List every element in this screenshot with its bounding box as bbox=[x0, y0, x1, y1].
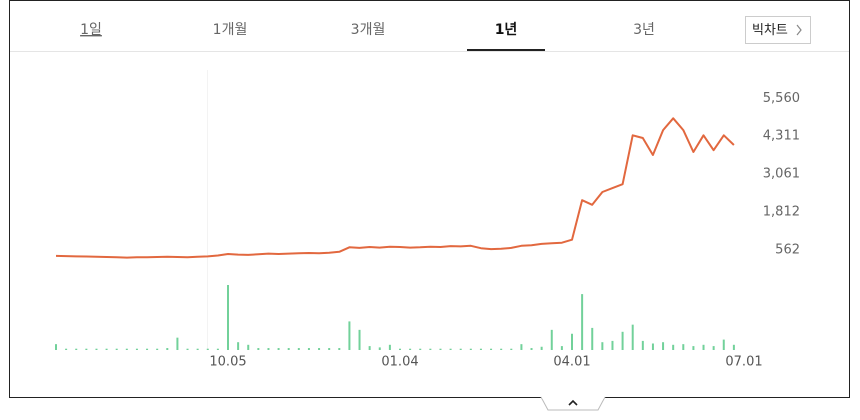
volume-bar bbox=[479, 348, 482, 350]
volume-bar bbox=[328, 348, 331, 350]
volume-bar bbox=[459, 348, 462, 350]
panel-frame bbox=[9, 0, 850, 398]
volume-bar bbox=[682, 344, 685, 350]
volume-bar bbox=[146, 348, 149, 350]
volume-bar bbox=[702, 344, 705, 350]
volume-bar bbox=[267, 348, 270, 350]
volume-bar bbox=[550, 329, 553, 350]
volume-bar bbox=[358, 329, 361, 350]
volume-bar bbox=[166, 348, 169, 350]
volume-bar bbox=[156, 348, 159, 350]
volume-bar bbox=[368, 346, 371, 350]
price-line bbox=[55, 117, 735, 259]
volume-bar bbox=[732, 344, 735, 350]
y-tick-label: 3,061 bbox=[763, 167, 800, 182]
chevron-up[interactable] bbox=[568, 399, 578, 406]
volume-bar bbox=[611, 340, 614, 350]
tab[interactable]: 3년 bbox=[633, 22, 655, 38]
volume-bar bbox=[55, 344, 57, 350]
volume-bar bbox=[601, 342, 604, 350]
volume-bar bbox=[125, 348, 128, 350]
tab-bar: 1일 1개월 3개월 1년 3년 bbox=[80, 22, 655, 38]
x-tick-label: 10.05 bbox=[209, 355, 246, 370]
y-tick-label: 4,311 bbox=[763, 129, 800, 144]
volume-bar bbox=[510, 348, 513, 350]
volume-bar bbox=[206, 348, 209, 350]
volume-bar bbox=[338, 348, 341, 350]
volume-bar bbox=[500, 348, 503, 350]
volume-bar bbox=[581, 294, 584, 350]
volume-bar bbox=[257, 348, 260, 350]
volume-bar bbox=[419, 348, 422, 350]
volume-bar bbox=[388, 344, 391, 350]
y-tick-label: 562 bbox=[775, 242, 800, 257]
volume-bar bbox=[712, 346, 715, 350]
volume-bar bbox=[196, 348, 199, 350]
volume-bar bbox=[135, 348, 138, 350]
volume-bar bbox=[429, 348, 432, 350]
volume-bar bbox=[75, 348, 78, 350]
volume-bar bbox=[651, 343, 654, 350]
volume-bar bbox=[641, 340, 644, 350]
volume-bar bbox=[662, 342, 665, 350]
volume-bar bbox=[277, 348, 280, 350]
volume-bar bbox=[490, 348, 493, 350]
chevron-right bbox=[796, 24, 802, 36]
y-tick-label: 5,560 bbox=[763, 91, 800, 106]
volume-bar bbox=[318, 348, 321, 350]
volume-bar bbox=[530, 348, 533, 350]
volume-bar bbox=[540, 346, 543, 350]
volume-bar bbox=[95, 348, 98, 350]
volume-bar bbox=[631, 324, 634, 350]
x-tick-label: 07.01 bbox=[725, 355, 762, 370]
volume-bar bbox=[65, 348, 68, 350]
volume-bar bbox=[692, 346, 695, 350]
volume-bar bbox=[672, 344, 675, 350]
volume-bar bbox=[85, 348, 88, 350]
x-tick-label: 01.04 bbox=[381, 355, 418, 370]
volume-bar bbox=[409, 348, 412, 350]
volume-bar bbox=[571, 333, 573, 350]
volume-bar bbox=[176, 337, 179, 350]
volume-bar bbox=[237, 342, 240, 350]
volume-bar bbox=[216, 348, 219, 350]
volume-bar bbox=[297, 348, 300, 350]
volume-bar bbox=[591, 327, 594, 350]
tab[interactable]: 1일 bbox=[80, 22, 102, 38]
volume-bar bbox=[621, 331, 624, 350]
y-tick-label: 1,812 bbox=[763, 205, 800, 220]
volume-bar bbox=[439, 348, 442, 350]
tab[interactable]: 3개월 bbox=[351, 22, 386, 38]
tab[interactable]: 1년 bbox=[495, 22, 518, 38]
volume-bar bbox=[307, 348, 310, 350]
volume-bar bbox=[560, 346, 563, 350]
tab[interactable]: 1개월 bbox=[213, 22, 248, 38]
collapse-handle[interactable] bbox=[540, 396, 606, 411]
x-tick-label: 04.01 bbox=[553, 355, 590, 370]
volume-bar bbox=[115, 348, 118, 350]
volume-bar bbox=[378, 347, 381, 350]
volume-bar bbox=[348, 321, 351, 350]
volume-bar bbox=[722, 339, 725, 350]
volume-bar bbox=[469, 348, 472, 350]
big-chart-label[interactable]: 빅차트 bbox=[752, 23, 788, 38]
volume-bar bbox=[105, 348, 108, 350]
volume-bar bbox=[227, 285, 229, 350]
volume-bar bbox=[247, 344, 250, 350]
volume-bar bbox=[287, 348, 290, 350]
volume-bar bbox=[186, 348, 189, 350]
volume-bar bbox=[449, 348, 452, 350]
big-chart-button[interactable] bbox=[745, 16, 811, 44]
volume-bar bbox=[520, 344, 523, 350]
volume-bar bbox=[399, 348, 401, 350]
